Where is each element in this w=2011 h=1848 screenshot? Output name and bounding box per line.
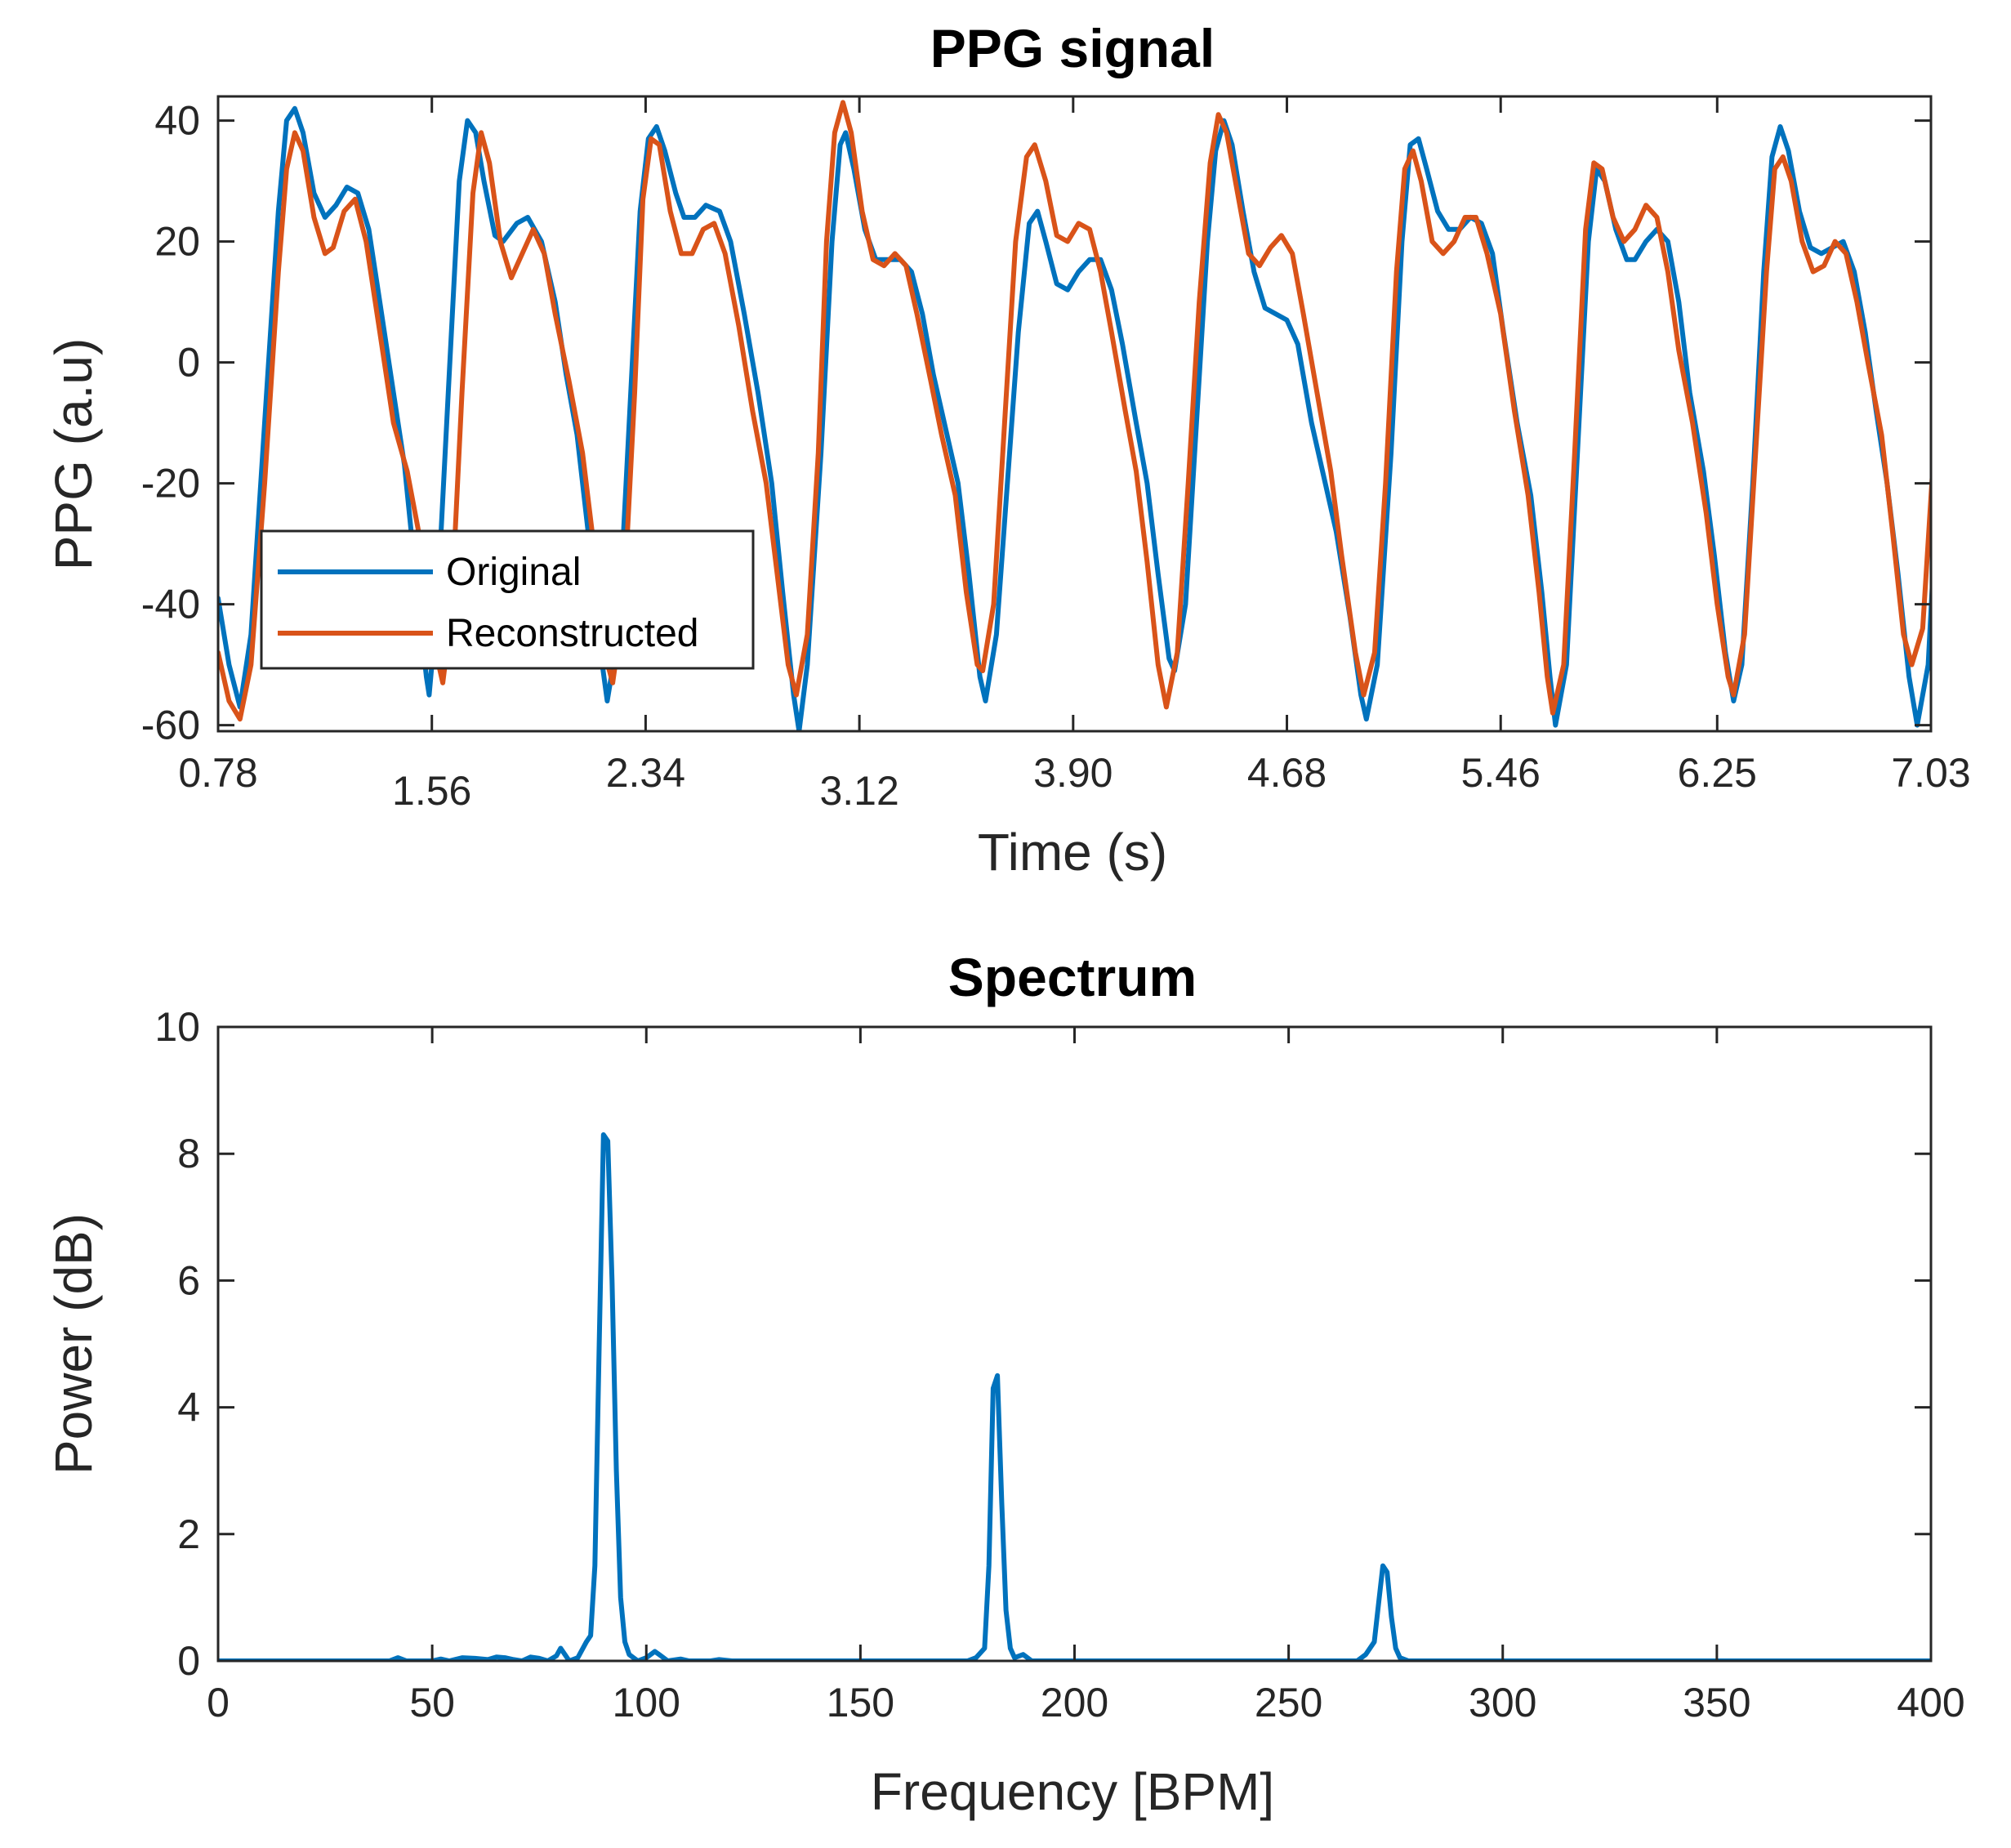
- ppg-series-group: [218, 100, 1931, 731]
- x-tick-label: 0: [207, 1680, 230, 1725]
- x-tick-label: 3.90: [1033, 750, 1113, 796]
- y-tick-label: -60: [141, 703, 200, 748]
- y-tick-label: 40: [154, 98, 200, 144]
- y-tick-label: 0: [177, 1638, 200, 1684]
- x-tick-label: 350: [1683, 1680, 1750, 1725]
- ppg-legend: Original Reconstructed: [260, 529, 755, 670]
- y-tick-label: 6: [177, 1257, 200, 1303]
- ppg-ticks-group: 0.78 1.56 2.34 3.12 3.90 4.68 5.46 6.25 7.03 40 20…: [141, 96, 1971, 814]
- x-tick-label: 3.12: [819, 768, 898, 814]
- ppg-y-axis-label: PPG (a.u): [44, 338, 103, 571]
- x-tick-label: 7.03: [1891, 750, 1970, 796]
- legend-label-reconstructed: Reconstructed: [446, 612, 699, 655]
- y-tick-label: 0: [177, 340, 200, 386]
- x-tick-label: 250: [1255, 1680, 1322, 1725]
- y-tick-label: 2: [177, 1511, 200, 1557]
- x-tick-label: 300: [1469, 1680, 1536, 1725]
- spectrum-x-axis-label: Frequency [BPM]: [871, 1762, 1274, 1821]
- series-line-original: [218, 105, 1931, 731]
- spectrum-chart: Spectrum 0 50 100 150 200 250 300 350 400 10 8 6 4 2 0…: [44, 947, 1965, 1821]
- y-tick-label: 20: [154, 219, 200, 265]
- y-tick-label: -40: [141, 582, 200, 627]
- spectrum-series-group: [218, 1132, 1931, 1661]
- x-tick-label: 150: [827, 1680, 894, 1725]
- x-tick-label: 200: [1041, 1680, 1108, 1725]
- y-tick-label: -20: [141, 461, 200, 507]
- x-tick-label: 1.56: [392, 768, 471, 814]
- spectrum-chart-title: Spectrum: [948, 947, 1197, 1007]
- y-tick-label: 10: [154, 1004, 200, 1050]
- legend-label-original: Original: [446, 551, 581, 594]
- x-tick-label: 100: [613, 1680, 680, 1725]
- x-tick-label: 5.46: [1461, 750, 1541, 796]
- ppg-axes-box: [216, 95, 1933, 733]
- series-line-power: [218, 1132, 1931, 1661]
- series-line-reconstructed: [218, 100, 1931, 722]
- x-tick-label: 400: [1897, 1680, 1964, 1725]
- x-tick-label: 6.25: [1678, 750, 1757, 796]
- spectrum-y-axis-label: Power (dB): [44, 1213, 103, 1475]
- legend-box: [260, 529, 755, 670]
- x-tick-label: 2.34: [606, 750, 685, 796]
- spectrum-axes-box: [216, 1025, 1933, 1663]
- ppg-signal-chart: PPG signal 0.78 1.56 2.34 3.12 3.90 4.68 5.46 6…: [44, 18, 1971, 882]
- x-tick-label: 50: [409, 1680, 455, 1725]
- x-tick-label: 0.78: [178, 750, 257, 796]
- y-tick-label: 8: [177, 1131, 200, 1176]
- x-tick-label: 4.68: [1247, 750, 1327, 796]
- y-tick-label: 4: [177, 1385, 200, 1431]
- ppg-x-axis-label: Time (s): [978, 823, 1167, 882]
- ppg-chart-title: PPG signal: [930, 18, 1215, 78]
